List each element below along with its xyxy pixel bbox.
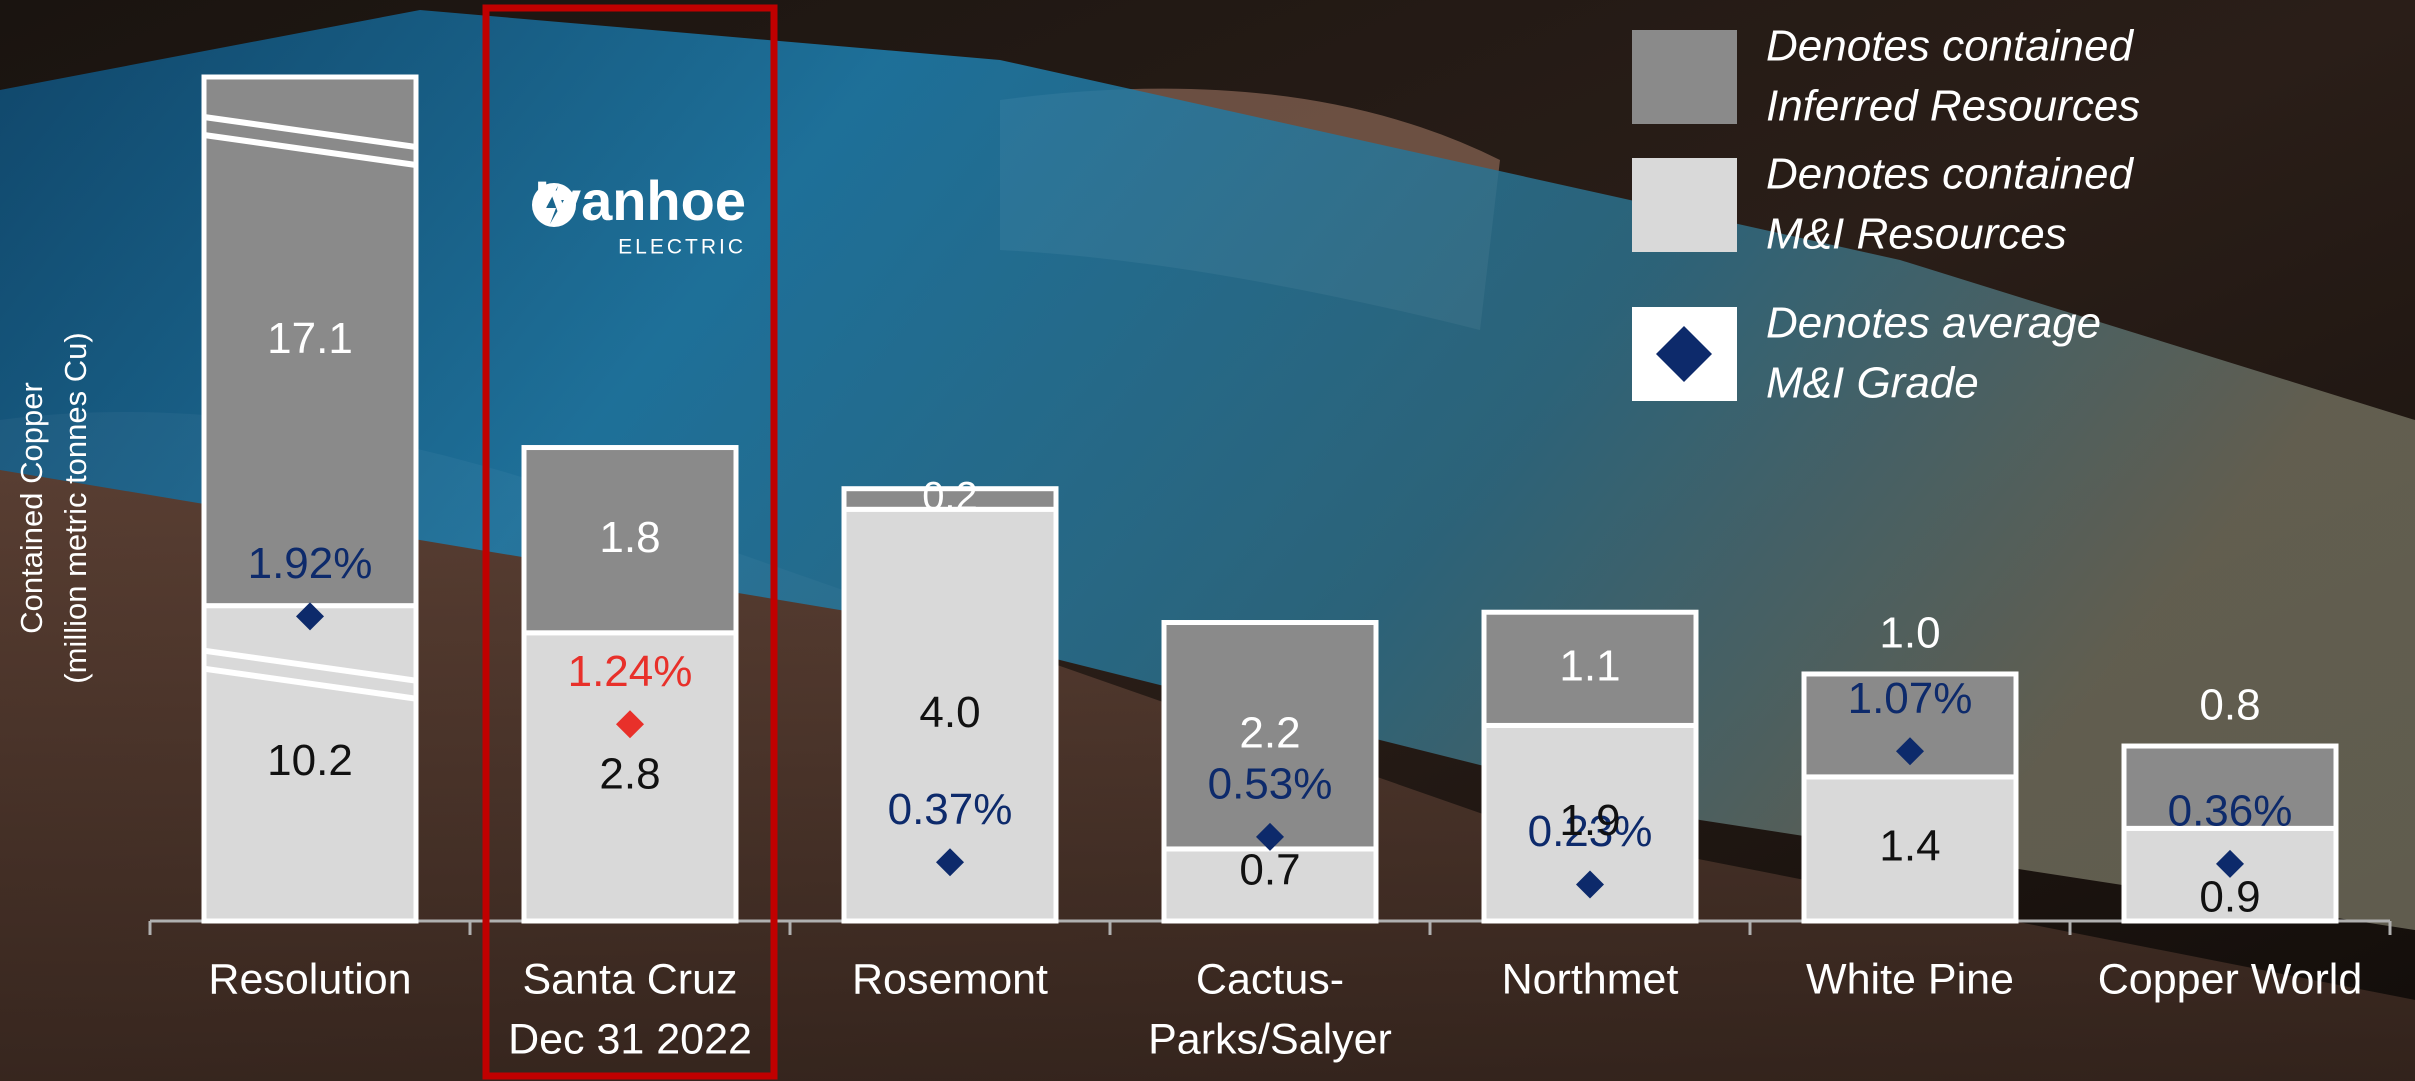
value-label: 0.2: [922, 475, 978, 519]
logo-icon: [532, 183, 576, 227]
value-label: 1.9: [1559, 796, 1620, 845]
grade-marker: [296, 602, 324, 631]
value-label: 0.23%: [1528, 807, 1653, 856]
bar-inferred: [201, 74, 419, 609]
x-tick-label: Rosemont: [852, 955, 1048, 1003]
bar-mi: [521, 630, 739, 924]
value-label: 0.53%: [1208, 760, 1333, 809]
legend-box: [1632, 158, 1737, 252]
legend-diamond: [1656, 326, 1712, 382]
x-tick-label: Resolution: [208, 955, 411, 1003]
x-tick-label: Dec 31 2022: [508, 1015, 752, 1063]
legend-label: M&I Resources: [1766, 210, 2067, 259]
grade-marker: [1896, 737, 1924, 766]
axis-break: [203, 114, 417, 150]
value-label: 1.24%: [568, 647, 693, 696]
x-tick-label: Parks/Salyer: [1148, 1015, 1392, 1063]
value-label: 0.9: [2199, 873, 2260, 922]
value-label: 10.2: [267, 736, 353, 785]
value-label: 0.7: [1239, 846, 1300, 895]
highlight-frame: [482, 4, 778, 1080]
grade-marker: [1256, 822, 1284, 851]
value-label: 1.4: [1879, 822, 1940, 871]
grade-marker: [2216, 849, 2244, 878]
bar-mi: [1801, 774, 2019, 924]
grade-marker: [936, 848, 964, 877]
value-label: 1.1: [1559, 641, 1620, 690]
value-label: 0.36%: [2168, 787, 2293, 836]
x-tick-label: Copper World: [2098, 955, 2363, 1003]
value-label: 1.07%: [1848, 674, 1973, 723]
legend-label: Denotes average: [1766, 299, 2101, 348]
value-label: 0.37%: [888, 785, 1013, 834]
x-tick-label: Santa Cruz: [522, 955, 737, 1003]
value-label: 4.0: [919, 688, 980, 737]
value-label: 2.8: [599, 750, 660, 799]
bar-inferred: [1161, 620, 1379, 852]
y-axis-label: (million metric tonnes Cu): [58, 332, 93, 683]
axis-break: [203, 132, 417, 168]
value-label: 1.8: [599, 513, 660, 562]
grade-marker: [1576, 870, 1604, 899]
bar-inferred: [2121, 743, 2339, 831]
legend-label: Inferred Resources: [1766, 82, 2140, 131]
axis-break: [203, 647, 417, 684]
value-label: 0.8: [2199, 681, 2260, 730]
legend-label: Denotes contained: [1766, 22, 2134, 71]
legend-label: M&I Grade: [1766, 359, 1979, 408]
grade-marker: [616, 710, 644, 739]
logo-sub: ELECTRIC: [618, 236, 746, 259]
bar-inferred: [841, 486, 1059, 512]
legend-box: [1632, 30, 1737, 124]
value-label: 2.2: [1239, 708, 1300, 757]
axis-break: [203, 665, 417, 702]
x-tick-label: Cactus-: [1196, 955, 1344, 1003]
x-tick-label: Northmet: [1502, 955, 1679, 1003]
y-axis-label: Contained Copper: [14, 382, 49, 634]
legend-label: Denotes contained: [1766, 150, 2134, 199]
bar-inferred: [521, 445, 739, 636]
x-tick-label: White Pine: [1806, 955, 2014, 1003]
bar-inferred: [1481, 609, 1699, 728]
value-label: 1.92%: [248, 539, 373, 588]
value-label: 1.0: [1879, 609, 1940, 658]
value-label: 17.1: [267, 314, 353, 363]
bar-mi: [1161, 846, 1379, 924]
